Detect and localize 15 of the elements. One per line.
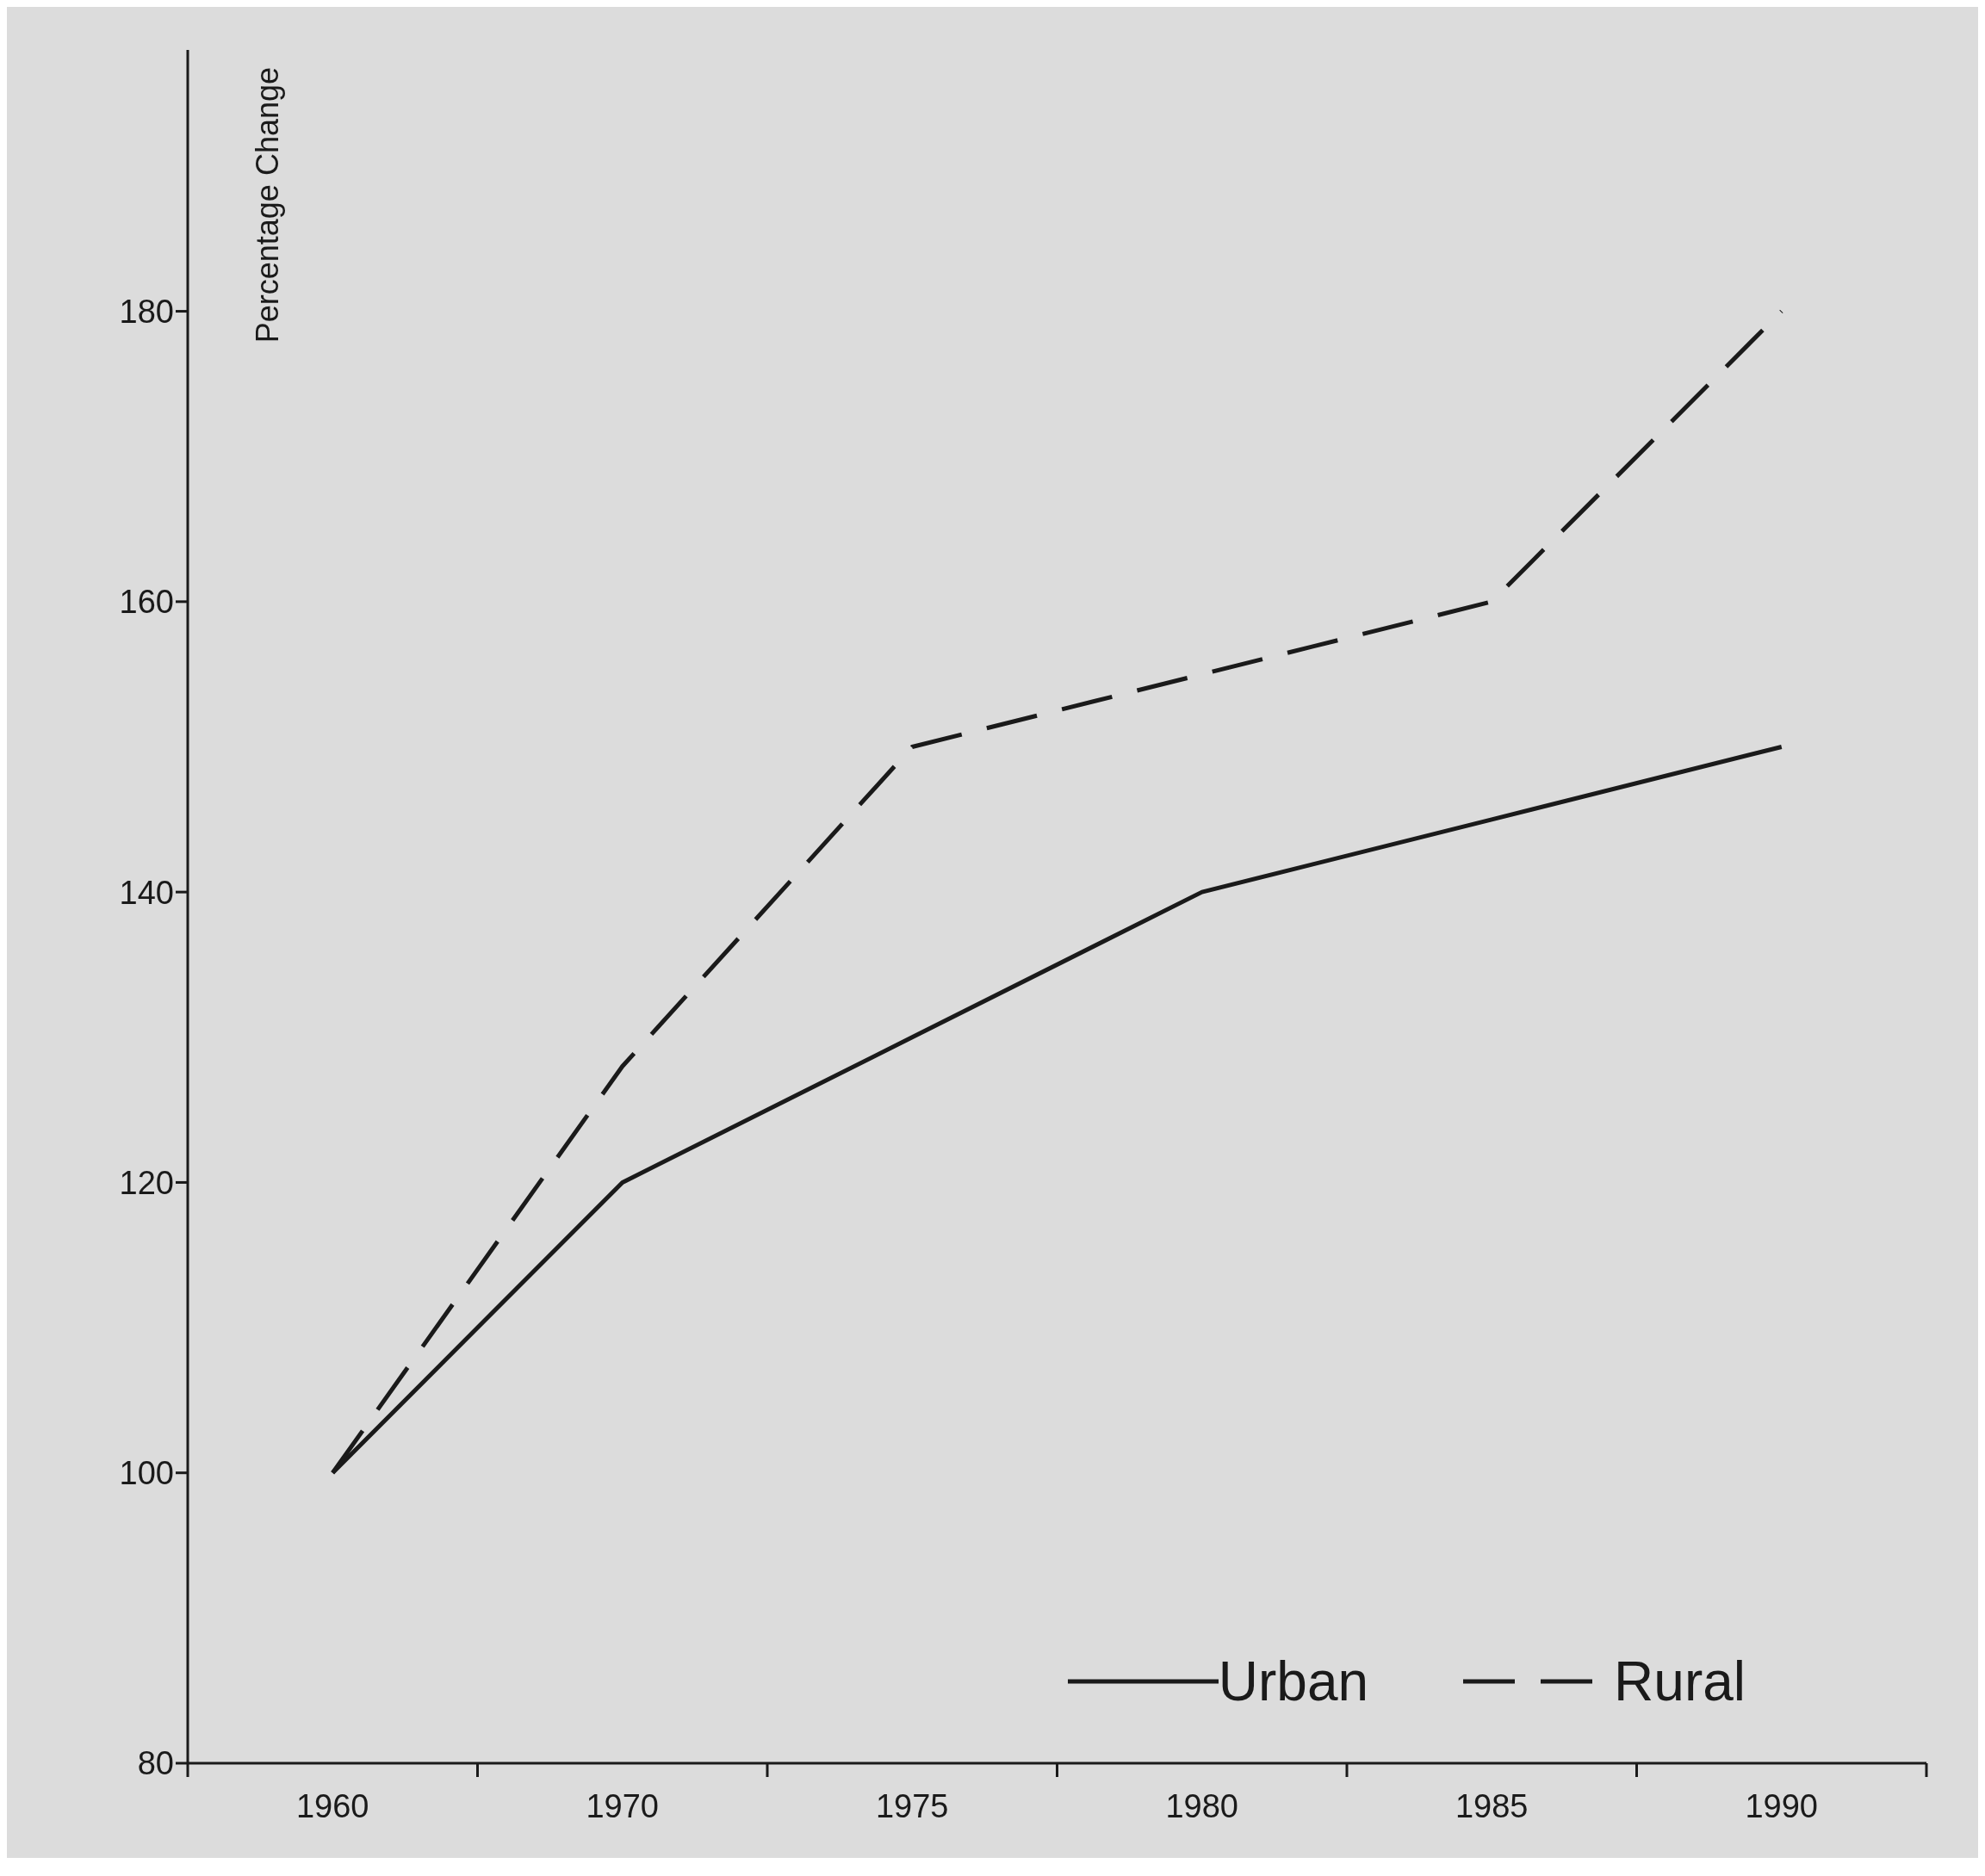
x-tick-label: 1970 — [586, 1788, 660, 1824]
x-tick-label: 1990 — [1745, 1788, 1819, 1824]
x-tick-label: 1960 — [295, 1788, 369, 1824]
y-axis-title: Percentage Change — [250, 67, 285, 344]
x-tick-label: 1980 — [1165, 1788, 1239, 1824]
legend-label: Rural — [1614, 1650, 1746, 1713]
legend-label: Urban — [1218, 1650, 1369, 1713]
y-tick-label: 160 — [119, 584, 174, 621]
y-tick-label: 100 — [119, 1455, 174, 1492]
x-tick-label: 1985 — [1455, 1788, 1529, 1824]
x-tick-label: 1975 — [875, 1788, 949, 1824]
y-tick-label: 80 — [137, 1745, 174, 1782]
y-tick-label: 120 — [119, 1164, 174, 1201]
y-tick-label: 180 — [119, 294, 174, 331]
y-tick-label: 140 — [119, 874, 174, 911]
